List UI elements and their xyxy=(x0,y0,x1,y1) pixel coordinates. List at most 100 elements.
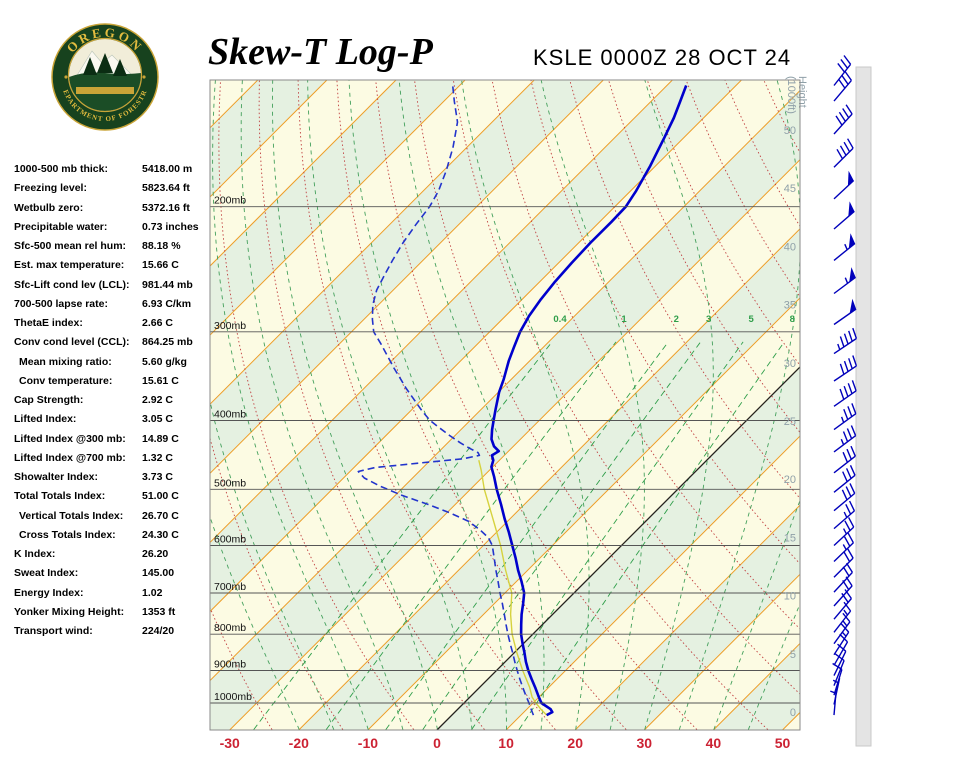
index-label: 1000-500 mb thick: xyxy=(14,163,108,175)
wind-barb xyxy=(833,170,855,200)
index-label: Wetbulb zero: xyxy=(14,201,84,214)
index-row: Est. max temperature: 15.66 C xyxy=(14,257,219,276)
wind-barb xyxy=(833,633,849,666)
plot-area xyxy=(210,80,800,730)
index-label: Sfc-Lift cond lev (LCL): xyxy=(14,278,130,291)
wind-barb xyxy=(833,548,854,578)
parcel-trace xyxy=(478,460,548,716)
height-tick-label: 40 xyxy=(784,241,796,253)
wind-barb xyxy=(833,70,852,102)
pressure-label: 300mb xyxy=(214,320,246,332)
index-label: Transport wind: xyxy=(14,625,93,637)
indices-panel: 1000-500 mb thick: 5418.00 m Freezing leve… xyxy=(14,161,219,642)
moist-adiabat-lines xyxy=(210,80,800,730)
chart-border xyxy=(209,79,801,731)
wind-barb xyxy=(833,601,852,633)
wind-barb xyxy=(833,403,857,431)
logo-star-right xyxy=(142,75,146,79)
scrollbar-track[interactable] xyxy=(855,66,872,747)
temperature-tick-label: 20 xyxy=(567,735,583,751)
height-tick-label: 5 xyxy=(790,649,796,661)
index-value: 5372.16 ft xyxy=(142,201,190,214)
mixing-ratio-label: 8 xyxy=(790,314,795,325)
index-label: 700-500 lapse rate: xyxy=(14,297,108,310)
index-label: Yonker Mixing Height: xyxy=(14,605,125,618)
index-label: Sweat Index: xyxy=(14,567,79,580)
dewpoint-profile xyxy=(357,85,535,716)
wind-barb xyxy=(833,201,855,230)
index-value: 1353 ft xyxy=(142,605,176,618)
index-value: 3.05 C xyxy=(142,413,173,426)
index-label: Cross Totals Index: xyxy=(19,528,116,541)
isobar-lines: 200mb 300mb 400mb 500mb 600mb 700mb 800mb 900mb… xyxy=(210,195,800,704)
index-row: Lifted Index @700 mb: 1.32 C xyxy=(14,450,219,469)
index-row: Cross Totals Index: 24.30 C xyxy=(14,527,219,546)
index-value: 2.66 C xyxy=(142,317,173,329)
wind-barb xyxy=(833,589,852,620)
pressure-label: 900mb xyxy=(214,659,246,671)
index-value: 5.60 g/kg xyxy=(142,355,187,368)
index-value: 2.92 C xyxy=(142,394,173,406)
index-label: Cap Strength: xyxy=(14,394,84,406)
tree-icon xyxy=(83,57,97,75)
index-label: Vertical Totals Index: xyxy=(19,509,124,522)
height-tick-label: 25 xyxy=(784,416,796,428)
height-tick-label: 15 xyxy=(784,532,796,544)
wind-barb xyxy=(833,483,856,512)
pressure-label: 700mb xyxy=(214,581,246,593)
index-value: 88.18 % xyxy=(142,240,181,252)
pressure-label: 1000mb xyxy=(214,691,252,703)
wind-barb xyxy=(833,298,857,326)
index-value: 15.66 C xyxy=(142,259,179,272)
station-id-time: KSLE 0000Z 28 OCT 24 xyxy=(533,45,792,70)
index-value: 24.30 C xyxy=(142,528,179,541)
index-row: Total Totals Index: 51.00 C xyxy=(14,488,219,507)
temperature-bands xyxy=(210,80,800,730)
index-label: K Index: xyxy=(14,548,56,560)
wind-barb xyxy=(833,267,857,295)
index-label: Freezing level: xyxy=(14,182,87,195)
logo-banner xyxy=(76,87,134,94)
pressure-label: 500mb xyxy=(214,477,246,489)
height-tick-label: 50 xyxy=(784,125,796,137)
wind-barb xyxy=(833,500,856,530)
index-value: 1.32 C xyxy=(142,451,173,464)
index-value: 5418.00 m xyxy=(142,163,193,175)
height-tick-label: 20 xyxy=(784,474,796,486)
odf-logo: OREGON DEPARTMENT OF FORESTRY xyxy=(50,13,159,131)
wind-barb xyxy=(833,55,852,86)
pressure-label: 600mb xyxy=(214,534,246,546)
height-tick-label: 30 xyxy=(784,358,796,370)
page-title: Skew-T Log-P xyxy=(208,31,433,73)
index-row: 1000-500 mb thick: 5418.00 m xyxy=(14,161,219,180)
wind-barb xyxy=(833,380,857,407)
index-row: Transport wind: 224/20 xyxy=(14,623,219,642)
height-tick-label: 35 xyxy=(784,300,796,312)
wind-barb xyxy=(833,104,853,135)
index-value: 224/20 xyxy=(142,625,175,637)
index-row: Precipitable water: 0.73 inches xyxy=(14,219,219,238)
index-row: Conv cond level (CCL): 864.25 mb xyxy=(14,334,219,353)
index-row: Lifted Index: 3.05 C xyxy=(14,411,219,430)
mixing-ratio-label: 1 xyxy=(621,314,627,325)
pressure-label: 800mb xyxy=(214,622,246,634)
height-tick-label: 10 xyxy=(784,591,796,603)
height-tick-label: 45 xyxy=(784,183,796,195)
index-label: ThetaE index: xyxy=(14,317,83,329)
temperature-tick-label: 40 xyxy=(706,735,722,751)
index-row: Conv temperature: 15.61 C xyxy=(14,373,219,392)
index-row: ThetaE index: 2.66 C xyxy=(14,315,219,334)
index-row: Mean mixing ratio: 5.60 g/kg xyxy=(14,354,219,373)
index-row: Vertical Totals Index: 26.70 C xyxy=(14,508,219,527)
tree-icon xyxy=(97,53,113,73)
index-label: Est. max temperature: xyxy=(14,259,125,272)
temperature-tick-label: -20 xyxy=(289,735,309,751)
index-label: Lifted Index: xyxy=(14,413,77,426)
index-row: Showalter Index: 3.73 C xyxy=(14,469,219,488)
wind-barb xyxy=(833,612,851,645)
index-row: Freezing level: 5823.64 ft xyxy=(14,180,219,199)
wind-barb-column xyxy=(830,55,858,716)
mixing-ratio-label: 5 xyxy=(748,314,754,325)
